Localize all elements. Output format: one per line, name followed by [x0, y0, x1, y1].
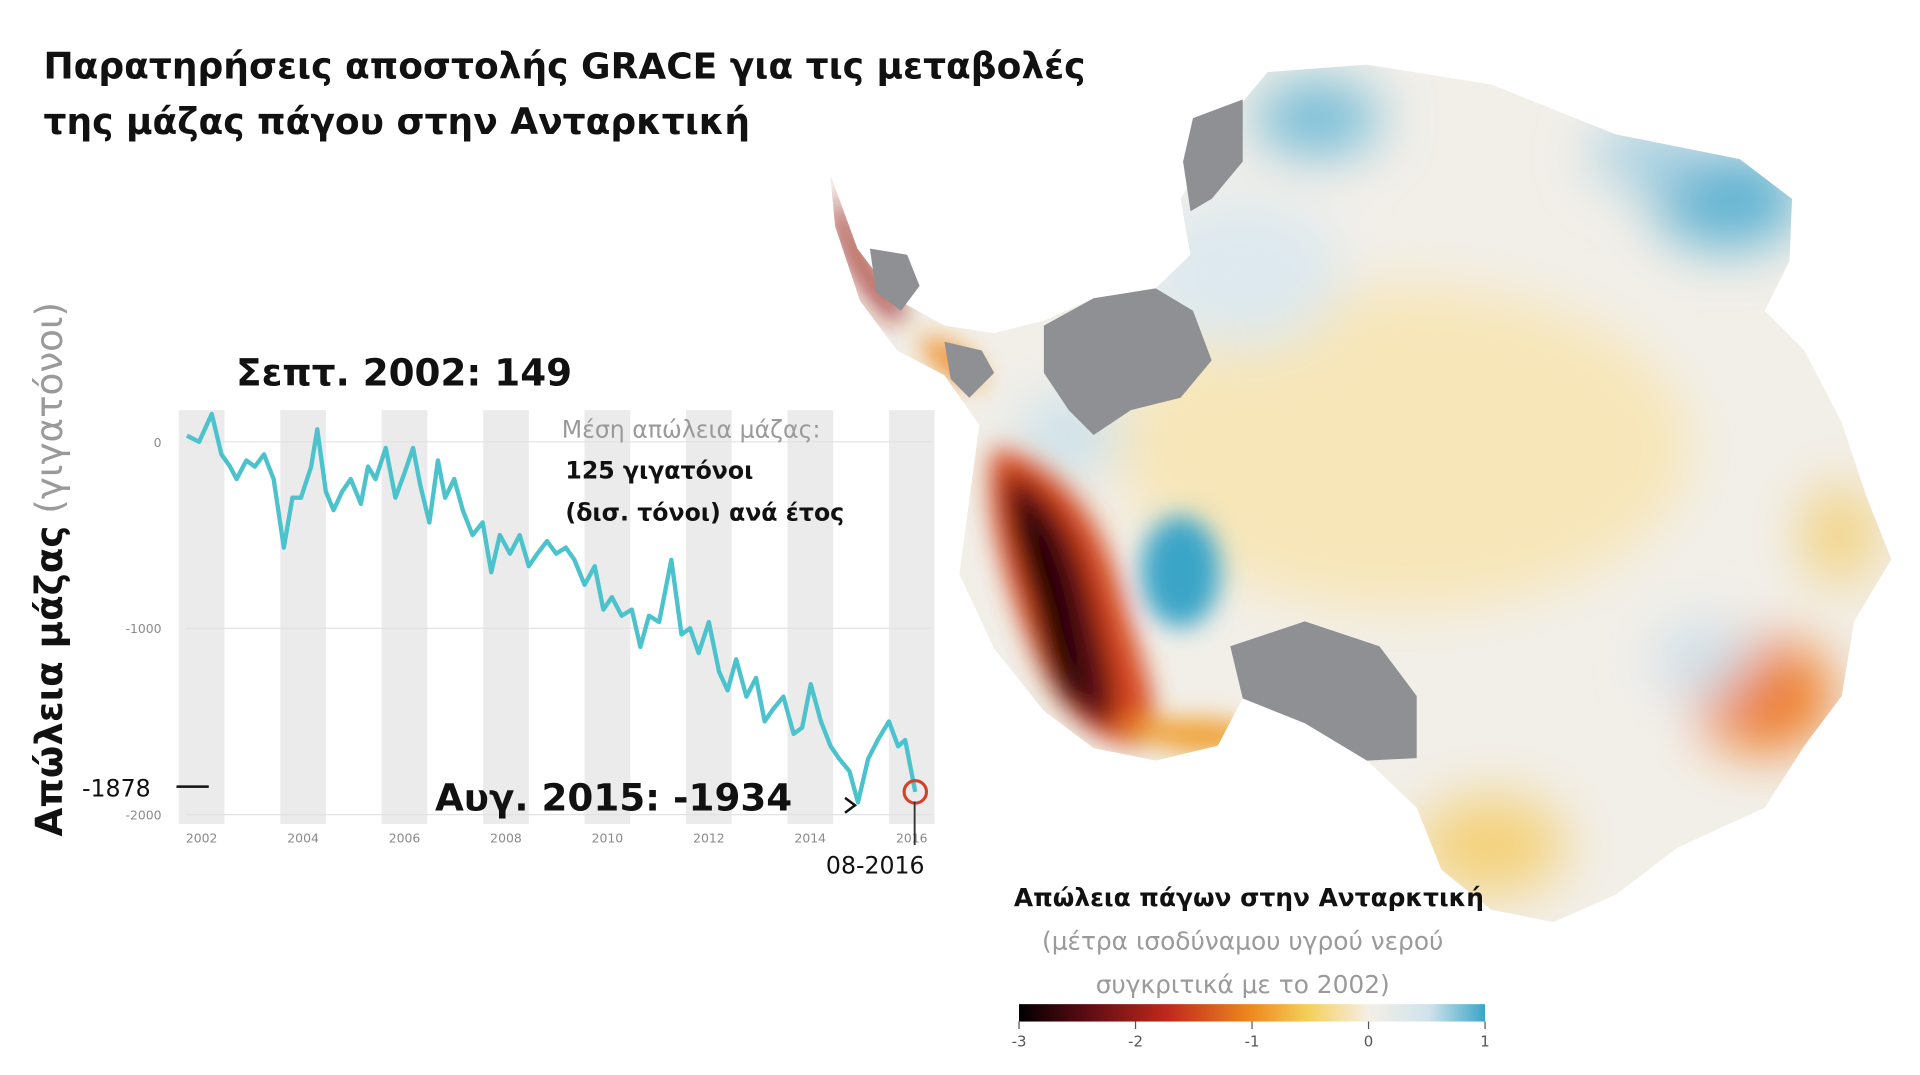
grid-band: [483, 410, 529, 824]
antarctica-map: [830, 64, 1892, 923]
legend-subtitle: (μέτρα ισοδύναμου υγρού νερού: [1042, 926, 1443, 955]
annotation: 08-2016: [826, 852, 925, 880]
y-axis-label: Απώλεια μάζας (γιγατόνοι): [27, 302, 71, 837]
data-line: [185, 411, 918, 805]
colorbar-tick-label: 0: [1364, 1032, 1373, 1050]
x-tick-label: 2010: [592, 831, 624, 846]
y-tick-label: 0: [154, 435, 162, 450]
grid-band: [280, 410, 326, 824]
annotation-arrow: [844, 796, 858, 814]
grid-band: [888, 410, 935, 824]
annotation: Αυγ. 2015: -1934: [435, 775, 792, 819]
y-axis-label-unit: (γιγατόνοι): [27, 302, 71, 514]
annotation: Μέση απώλεια μάζας:: [562, 415, 821, 443]
x-tick-label: 2004: [287, 831, 319, 846]
colorbar: [1019, 1004, 1486, 1022]
x-tick-label: 2008: [490, 831, 522, 846]
title-line: Παρατηρήσεις αποστολής GRACE για τις μετ…: [43, 46, 1085, 87]
grid-band: [686, 410, 732, 824]
x-tick-label: 2012: [693, 831, 725, 846]
annotation: -1878: [82, 775, 151, 803]
x-tick-label: 2006: [389, 831, 421, 846]
legend-title: Απώλεια πάγων στην Ανταρκτική: [1014, 883, 1484, 912]
y-tick-label: -2000: [125, 808, 161, 823]
y-tick-label: -1000: [125, 621, 161, 636]
x-tick-label: 2002: [186, 831, 218, 846]
annotation: (δισ. τόνοι) ανά έτος: [565, 499, 844, 527]
annotation: 125 γιγατόνοι: [565, 456, 753, 484]
grid-band: [787, 410, 834, 824]
title-line: της μάζας πάγου στην Ανταρκτική: [43, 102, 750, 143]
annotation: Σεπτ. 2002: 149: [236, 350, 572, 394]
x-tick-label: 2016: [896, 831, 928, 846]
colorbar-tick-label: -2: [1128, 1032, 1143, 1050]
grid-band: [178, 410, 225, 824]
y-axis-label-main: Απώλεια μάζας: [27, 526, 71, 837]
colorbar-ticks: -3 -2 -1 0 1: [1012, 1021, 1490, 1050]
plot-area: 2002 2004 2006 2008 2010 2012 2014 2016 0 -1000 -2…: [125, 410, 935, 846]
colorbar-tick-label: -1: [1245, 1032, 1260, 1050]
colorbar-tick-label: 1: [1480, 1032, 1489, 1050]
x-tick-label: 2014: [795, 831, 827, 846]
legend-subtitle: συγκριτικά με το 2002): [1096, 970, 1390, 999]
colorbar-tick-label: -3: [1012, 1032, 1027, 1050]
